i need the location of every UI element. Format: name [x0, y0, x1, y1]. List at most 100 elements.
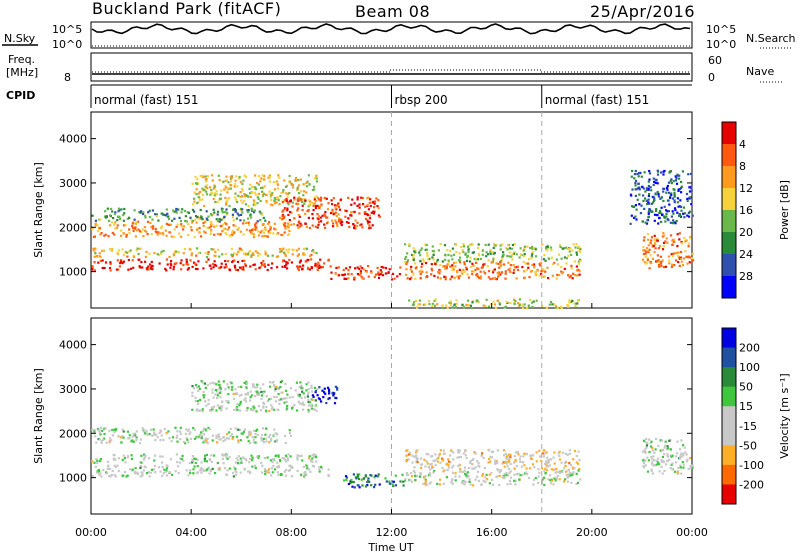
- data-cell: [657, 247, 660, 250]
- data-cell: [250, 191, 253, 194]
- data-cell: [369, 198, 372, 201]
- data-cell: [302, 392, 305, 395]
- data-cell: [297, 400, 300, 403]
- data-cell: [246, 436, 249, 439]
- data-cell: [210, 223, 213, 226]
- data-cell: [205, 217, 208, 220]
- data-cell: [139, 438, 142, 441]
- data-cell: [568, 301, 571, 304]
- data-cell: [239, 471, 242, 474]
- data-cell: [153, 251, 156, 255]
- data-cell: [267, 230, 270, 233]
- data-cell: [498, 471, 501, 474]
- data-cell: [299, 222, 302, 225]
- data-cell: [195, 214, 198, 218]
- data-cell: [634, 194, 637, 197]
- data-cell: [545, 451, 548, 454]
- data-cell: [504, 305, 508, 308]
- data-cell: [316, 394, 319, 397]
- data-cell: [134, 226, 137, 229]
- data-cell: [428, 463, 432, 466]
- data-cell: [575, 482, 578, 485]
- data-cell: [529, 454, 532, 457]
- data-cell: [558, 471, 562, 474]
- data-cell: [276, 408, 279, 411]
- data-cell: [108, 429, 111, 432]
- data-cell: [663, 241, 666, 244]
- data-cell: [170, 260, 173, 263]
- data-cell: [425, 452, 428, 456]
- data-cell: [335, 204, 338, 207]
- data-cell: [553, 303, 556, 306]
- data-cell: [270, 267, 273, 270]
- data-cell: [677, 470, 680, 473]
- data-cell: [496, 449, 499, 452]
- data-cell: [642, 252, 645, 256]
- data-cell: [465, 474, 468, 477]
- data-cell: [367, 477, 370, 480]
- data-cell: [114, 475, 117, 478]
- data-cell: [529, 247, 532, 250]
- data-cell: [117, 249, 121, 252]
- data-cell: [370, 474, 373, 477]
- colorbar-segment: [722, 232, 736, 255]
- data-cell: [143, 465, 146, 468]
- data-cell: [126, 255, 129, 258]
- data-cell: [280, 380, 284, 383]
- data-cell: [270, 474, 273, 477]
- data-cell: [259, 180, 262, 183]
- data-cell: [187, 211, 191, 214]
- data-cell: [122, 474, 125, 477]
- data-cell: [532, 483, 535, 486]
- data-cell: [247, 440, 250, 443]
- data-cell: [513, 298, 516, 301]
- data-cell: [364, 205, 367, 208]
- data-cell: [458, 449, 461, 452]
- x-tick-label: 08:00: [275, 526, 307, 539]
- data-cell: [385, 480, 388, 483]
- data-cell: [676, 211, 679, 214]
- data-cell: [521, 473, 524, 476]
- data-cell: [519, 460, 522, 463]
- data-cell: [312, 185, 316, 188]
- data-cell: [356, 224, 359, 227]
- data-cell: [359, 270, 362, 273]
- data-cell: [204, 220, 207, 223]
- data-cell: [225, 175, 228, 178]
- data-cell: [226, 228, 229, 231]
- data-cell: [316, 388, 319, 391]
- noise-tick-low-left: 10^0: [52, 38, 82, 51]
- data-cell: [451, 466, 454, 469]
- data-cell: [512, 269, 516, 272]
- data-cell: [140, 230, 143, 233]
- data-cell: [138, 211, 141, 214]
- data-cell: [362, 477, 365, 480]
- data-cell: [376, 272, 379, 276]
- data-cell: [224, 388, 227, 391]
- data-cell: [358, 273, 361, 276]
- data-cell: [211, 179, 214, 182]
- data-cell: [119, 262, 122, 265]
- data-cell: [672, 188, 675, 191]
- data-cell: [463, 483, 466, 486]
- data-cell: [168, 255, 171, 258]
- data-cell: [136, 247, 139, 250]
- data-cell: [579, 248, 582, 251]
- data-cell: [215, 218, 218, 221]
- data-cell: [121, 428, 124, 431]
- data-cell: [683, 216, 686, 219]
- data-cell: [356, 484, 359, 487]
- data-cell: [318, 386, 321, 389]
- data-cell: [134, 432, 137, 435]
- data-cell: [243, 193, 246, 196]
- data-cell: [200, 436, 203, 439]
- data-cell: [662, 187, 665, 190]
- colorbar-tick-label: 8: [739, 160, 746, 173]
- data-cell: [431, 465, 434, 468]
- data-cell: [472, 458, 475, 461]
- data-cell: [488, 473, 491, 476]
- data-cell: [488, 457, 491, 461]
- data-cell: [682, 212, 685, 215]
- data-cell: [479, 275, 483, 278]
- data-cell: [690, 203, 693, 206]
